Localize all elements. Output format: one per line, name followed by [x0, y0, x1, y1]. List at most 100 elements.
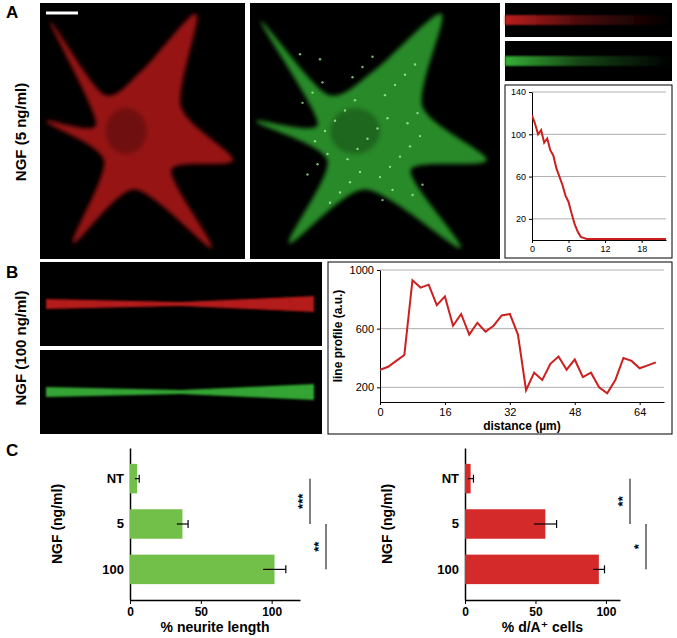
tick-label: NT [442, 471, 459, 486]
tick: NT [107, 471, 124, 486]
tick-label: 100 [102, 562, 124, 577]
vesicle [404, 73, 406, 75]
error-bar [593, 565, 604, 573]
tick-mark [640, 402, 641, 405]
error-bar-cap [285, 565, 286, 573]
x-axis-title: distance (µm) [483, 419, 561, 433]
tick: NT [442, 471, 459, 486]
micrograph [40, 3, 245, 259]
tick: 60 [516, 172, 532, 182]
neurite [505, 56, 672, 66]
vesicle [379, 176, 381, 178]
tick-mark [605, 240, 606, 243]
cell-shape [256, 14, 487, 249]
tick: 50 [529, 600, 543, 619]
vesicle [376, 127, 378, 129]
axis-line [466, 600, 621, 602]
row-label: NGF (100 ng/ml) [12, 290, 29, 405]
grid-line [380, 387, 664, 388]
plot-area [130, 464, 286, 584]
vesicle [321, 81, 323, 83]
tick: 16 [439, 402, 451, 418]
tick: 6 [567, 240, 572, 254]
panel-label: B [6, 263, 18, 282]
cell-shape [46, 14, 233, 249]
plot-area [380, 280, 656, 393]
tick-mark [529, 92, 532, 93]
tick-label: 140 [511, 87, 526, 97]
x-axis-title: % neurite length [161, 619, 270, 635]
tick: 5 [452, 516, 459, 531]
vesicle [386, 117, 388, 119]
tick-label: 100 [437, 562, 459, 577]
grid-line [380, 270, 664, 271]
tick-mark [529, 177, 532, 178]
error-bar-cap [604, 565, 605, 573]
x-axis: 061218 [530, 240, 667, 254]
tick-label: NT [107, 471, 124, 486]
vesicle [356, 148, 358, 150]
grid-line [532, 218, 666, 219]
tick-mark [445, 402, 446, 405]
bar-chart: 050100NT5100***% d/A⁺ cellsNGF (ng/ml) [379, 449, 646, 636]
vesicle [421, 184, 423, 186]
vesicle [349, 181, 351, 183]
neurite-image [40, 262, 322, 346]
vesicle [339, 191, 341, 193]
vesicle [346, 158, 348, 160]
tick-mark [535, 600, 536, 604]
figure: ABCNGF (5 ng/ml)NGF (100 ng/ml)061218206… [0, 0, 677, 638]
vesicle [351, 76, 353, 78]
y-axis: NT 5 100 [437, 449, 465, 601]
grid-line [380, 328, 664, 329]
error-bar [263, 565, 286, 573]
panel-label: A [6, 3, 18, 22]
vesicle [314, 140, 316, 142]
line-chart: 0163248642006001000distance (µm)line pro… [328, 262, 672, 434]
tick-label: 5 [117, 516, 124, 531]
vesicle [306, 173, 308, 175]
tick-label: 100 [511, 130, 526, 140]
error-bar-line [468, 478, 474, 479]
error-bar-cap [187, 520, 188, 528]
vesicle [326, 153, 328, 155]
vesicle [319, 58, 321, 60]
vesicle [301, 102, 303, 104]
neurite-image [505, 41, 672, 81]
tick: 100 [437, 562, 459, 577]
chart-frame [505, 85, 672, 258]
vesicle [359, 171, 361, 173]
tick: 600 [356, 323, 380, 335]
tick-mark [569, 240, 570, 243]
tick-label: 600 [356, 323, 374, 335]
tick-label: 5 [452, 516, 459, 531]
error-bar-line [135, 478, 139, 479]
tick-mark [606, 600, 607, 604]
grid-line [532, 134, 666, 135]
x-axis: 050100 [127, 600, 300, 619]
vesicle [389, 166, 391, 168]
y-axis-title: NGF (ng/ml) [49, 484, 65, 564]
vesicle [361, 66, 363, 68]
x-axis-title: % d/A⁺ cells [502, 619, 584, 635]
grid-line [532, 176, 666, 177]
x-axis: 050100 [462, 600, 620, 619]
image-background [505, 3, 672, 37]
tick: 18 [637, 240, 647, 254]
vesicle [406, 122, 408, 124]
micrograph [250, 3, 500, 259]
tick-mark [130, 600, 131, 604]
image-background [40, 3, 245, 259]
significance-label: ** [615, 495, 630, 506]
tick-label: 48 [569, 406, 581, 418]
image-background [250, 3, 500, 259]
bar [130, 555, 275, 584]
y-axis-title: line profile (a.u.) [331, 290, 345, 383]
tick: 48 [569, 402, 581, 418]
tick-label: 20 [516, 214, 526, 224]
error-bar [534, 520, 557, 528]
bar [130, 509, 182, 538]
y-axis: 20 60 100 140 [511, 87, 533, 240]
tick: 20 [516, 214, 532, 224]
tick-label: 32 [504, 406, 516, 418]
